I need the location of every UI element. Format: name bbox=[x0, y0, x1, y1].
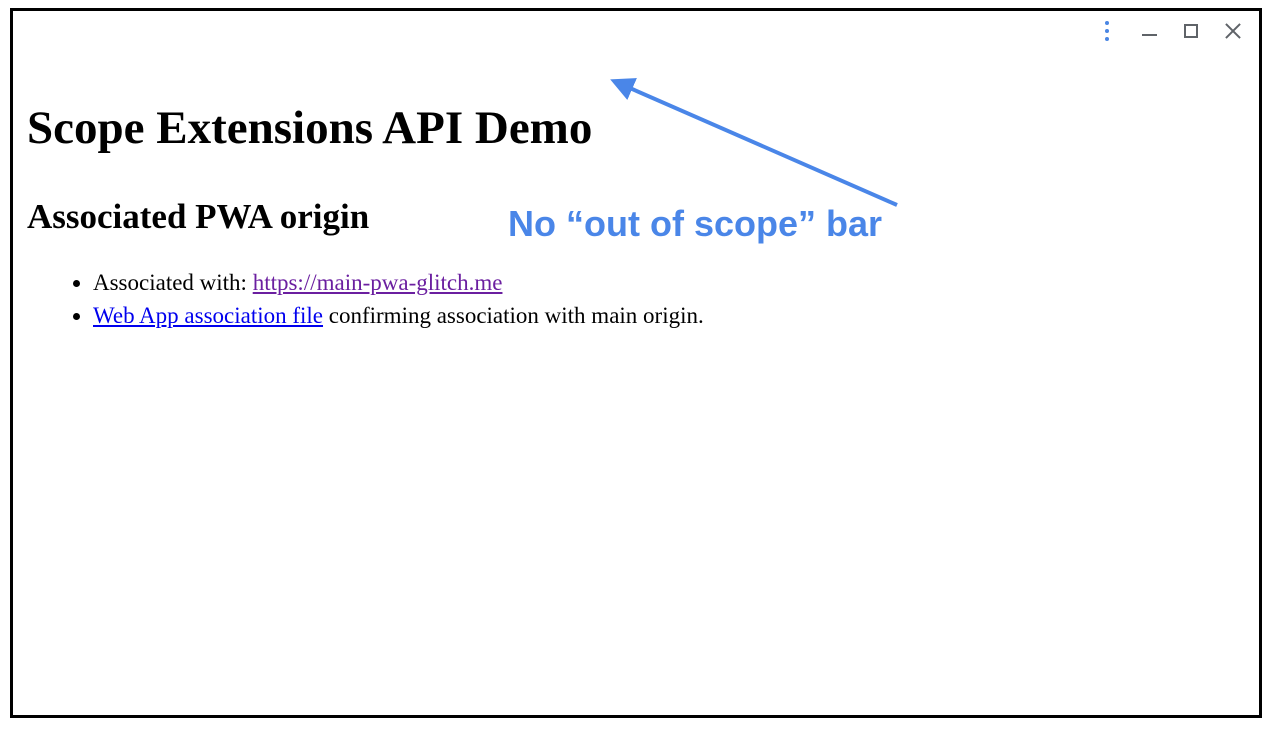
annotation-label: No “out of scope” bar bbox=[508, 203, 882, 245]
list-item: Web App association file confirming asso… bbox=[93, 300, 1245, 331]
minimize-icon bbox=[1142, 34, 1157, 36]
association-file-link[interactable]: Web App association file bbox=[93, 303, 323, 328]
more-options-button[interactable] bbox=[1095, 19, 1119, 43]
close-icon bbox=[1224, 22, 1242, 40]
more-vertical-icon bbox=[1105, 21, 1109, 41]
associated-origin-link[interactable]: https://main-pwa-glitch.me bbox=[253, 270, 503, 295]
page-content: Scope Extensions API Demo Associated PWA… bbox=[13, 11, 1259, 331]
maximize-icon bbox=[1184, 24, 1198, 38]
page-title: Scope Extensions API Demo bbox=[27, 101, 1245, 155]
maximize-button[interactable] bbox=[1179, 19, 1203, 43]
app-window: Scope Extensions API Demo Associated PWA… bbox=[10, 8, 1262, 718]
bullet-list: Associated with: https://main-pwa-glitch… bbox=[27, 267, 1245, 331]
list-item: Associated with: https://main-pwa-glitch… bbox=[93, 267, 1245, 298]
list-item-suffix: confirming association with main origin. bbox=[323, 303, 704, 328]
list-item-prefix: Associated with: bbox=[93, 270, 253, 295]
window-titlebar bbox=[1095, 11, 1259, 51]
minimize-button[interactable] bbox=[1137, 19, 1161, 43]
close-button[interactable] bbox=[1221, 19, 1245, 43]
